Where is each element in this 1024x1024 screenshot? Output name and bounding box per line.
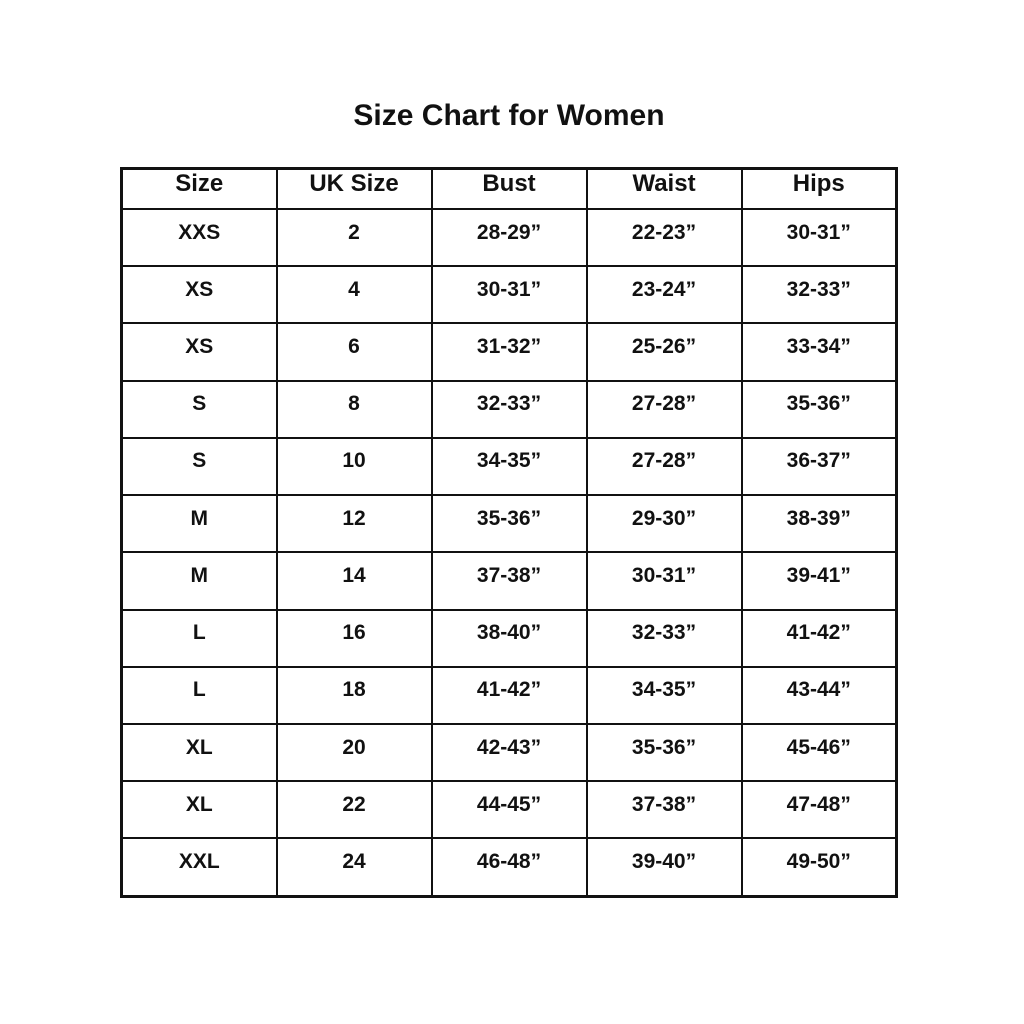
table-row: XXL 24 46-48” 39-40” 49-50” [120,837,898,898]
table-cell: 45-46” [740,722,898,783]
table-row: L 18 41-42” 34-35” 43-44” [120,665,898,725]
table-cell: 47-48” [740,780,898,840]
size-chart-table: Size UK Size Bust Waist Hips XXS 2 28-29” 22-23… [120,167,898,898]
table-cell: M [120,551,278,611]
table-cell: 29-30” [585,494,743,554]
table-cell: 31-32” [430,322,588,382]
table-cell: 23-24” [585,265,743,325]
table-cell: 6 [275,322,433,382]
table-cell: S [120,379,278,439]
table-cell: 35-36” [585,722,743,783]
table-cell: 41-42” [740,608,898,668]
table-cell: XL [120,780,278,840]
table-cell: 38-40” [430,608,588,668]
table-cell: 46-48” [430,837,588,898]
table-row: XS 4 30-31” 23-24” 32-33” [120,265,898,325]
column-header-uk-size: UK Size [275,167,433,210]
table-cell: 2 [275,207,433,268]
table-row: S 10 34-35” 27-28” 36-37” [120,436,898,497]
column-header-hips: Hips [740,167,898,210]
table-cell: 37-38” [430,551,588,611]
column-header-bust: Bust [430,167,588,210]
table-cell: 22-23” [585,207,743,268]
column-header-waist: Waist [585,167,743,210]
table-cell: 16 [275,608,433,668]
table-cell: 33-34” [740,322,898,382]
table-cell: 44-45” [430,780,588,840]
table-cell: M [120,494,278,554]
table-cell: 24 [275,837,433,898]
table-cell: 32-33” [585,608,743,668]
table-cell: XL [120,722,278,783]
table-cell: 41-42” [430,665,588,725]
table-header: Size UK Size Bust Waist Hips [120,167,898,210]
table-cell: 28-29” [430,207,588,268]
table-cell: 27-28” [585,379,743,439]
table-row: S 8 32-33” 27-28” 35-36” [120,379,898,439]
table-row: M 14 37-38” 30-31” 39-41” [120,551,898,611]
table-row: M 12 35-36” 29-30” 38-39” [120,494,898,554]
table-cell: 25-26” [585,322,743,382]
table-cell: 32-33” [430,379,588,439]
table-cell: 37-38” [585,780,743,840]
page-title: Size Chart for Women [353,99,665,132]
table-cell: 38-39” [740,494,898,554]
table-cell: 30-31” [430,265,588,325]
table-cell: 35-36” [740,379,898,439]
table-row: XL 20 42-43” 35-36” 45-46” [120,722,898,783]
table-cell: 4 [275,265,433,325]
table-row: XXS 2 28-29” 22-23” 30-31” [120,207,898,268]
table-cell: 30-31” [585,551,743,611]
table-cell: 10 [275,436,433,497]
table-cell: 20 [275,722,433,783]
table-cell: 30-31” [740,207,898,268]
table-cell: XXS [120,207,278,268]
table-cell: 14 [275,551,433,611]
table-cell: L [120,665,278,725]
table-cell: L [120,608,278,668]
table-cell: XS [120,322,278,382]
table-cell: 49-50” [740,837,898,898]
table-cell: 22 [275,780,433,840]
table-cell: XXL [120,837,278,898]
table-header-row: Size UK Size Bust Waist Hips [120,167,898,210]
table-cell: 35-36” [430,494,588,554]
table-cell: 42-43” [430,722,588,783]
table-row: XL 22 44-45” 37-38” 47-48” [120,780,898,840]
table-cell: 18 [275,665,433,725]
table-cell: 32-33” [740,265,898,325]
table-cell: S [120,436,278,497]
table-cell: XS [120,265,278,325]
table-cell: 34-35” [585,665,743,725]
table-row: L 16 38-40” 32-33” 41-42” [120,608,898,668]
table-cell: 43-44” [740,665,898,725]
table-body: XXS 2 28-29” 22-23” 30-31” XS 4 30-31” 23-24” 32-… [120,207,898,898]
table-cell: 39-40” [585,837,743,898]
table-row: XS 6 31-32” 25-26” 33-34” [120,322,898,382]
column-header-size: Size [120,167,278,210]
table-cell: 12 [275,494,433,554]
table-cell: 8 [275,379,433,439]
table-cell: 27-28” [585,436,743,497]
table-cell: 39-41” [740,551,898,611]
table-cell: 36-37” [740,436,898,497]
table-cell: 34-35” [430,436,588,497]
